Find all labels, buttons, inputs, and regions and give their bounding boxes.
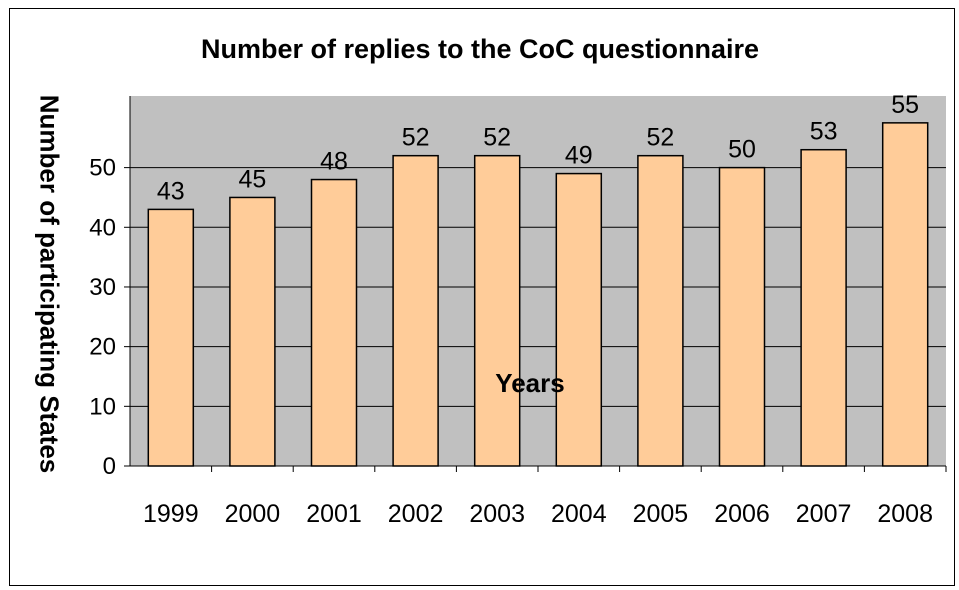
x-tick-label-2001: 2001 bbox=[306, 500, 362, 528]
y-tick-label: 30 bbox=[89, 274, 116, 301]
bar-1999 bbox=[147, 208, 195, 467]
data-label-2006: 50 bbox=[728, 136, 756, 164]
y-tick-label: 10 bbox=[89, 393, 116, 420]
x-tick-label-2003: 2003 bbox=[469, 500, 525, 528]
bar-2003 bbox=[473, 154, 521, 467]
y-tick-label: 50 bbox=[89, 155, 116, 182]
x-tick-label-2007: 2007 bbox=[796, 500, 852, 528]
bar-2005 bbox=[637, 154, 684, 467]
data-label-2005: 52 bbox=[646, 124, 674, 152]
x-tick-label-2005: 2005 bbox=[633, 500, 689, 528]
bar-2006 bbox=[718, 166, 766, 467]
bar-2000 bbox=[229, 196, 276, 467]
data-label-2002: 52 bbox=[402, 124, 430, 152]
data-label-2007: 53 bbox=[810, 118, 838, 146]
data-label-2004: 49 bbox=[565, 142, 593, 170]
bars bbox=[147, 122, 929, 467]
data-label-2008: 55 bbox=[891, 91, 919, 119]
labels: 0 10 20 30 40 50 1999 43 2000 45 2001 48 2002 52 2003 5… bbox=[89, 91, 933, 528]
x-tick-label-2008: 2008 bbox=[877, 500, 933, 528]
x-tick-label-2002: 2002 bbox=[388, 500, 444, 528]
axes bbox=[124, 96, 947, 472]
bar-2001 bbox=[310, 178, 358, 467]
bar-2007 bbox=[800, 148, 847, 467]
x-tick-label-2000: 2000 bbox=[225, 500, 281, 528]
x-tick-label-2004: 2004 bbox=[551, 500, 607, 528]
x-tick-label-1999: 1999 bbox=[143, 500, 199, 528]
y-tick-label: 40 bbox=[89, 214, 116, 241]
data-label-2003: 52 bbox=[483, 124, 511, 152]
y-tick-label: 20 bbox=[89, 334, 116, 361]
chart-title: Number of replies to the CoC questionnai… bbox=[200, 34, 760, 64]
data-label-1999: 43 bbox=[157, 177, 185, 205]
x-axis-title: Years bbox=[495, 368, 565, 398]
bar-2002 bbox=[392, 154, 439, 467]
data-label-2001: 48 bbox=[320, 148, 348, 176]
data-label-2000: 45 bbox=[238, 165, 266, 193]
bar-2004 bbox=[555, 172, 603, 467]
y-tick-label: 0 bbox=[103, 453, 116, 480]
x-tick-label-2006: 2006 bbox=[714, 500, 770, 528]
bar-2008 bbox=[881, 122, 929, 467]
